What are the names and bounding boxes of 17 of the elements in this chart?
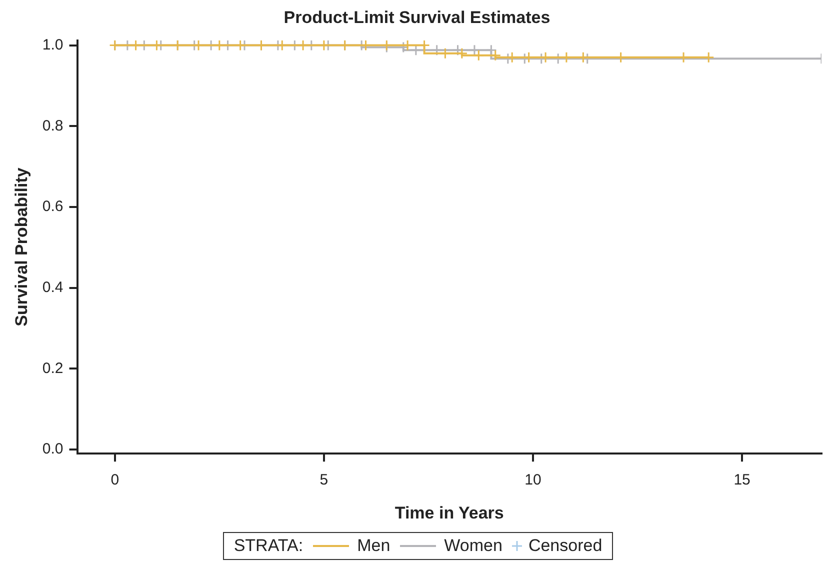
text: Censored xyxy=(528,536,602,556)
y-tick-label: 0.2 xyxy=(42,360,64,377)
y-tick-label: 1.0 xyxy=(42,36,64,54)
x-tick-label: 10 xyxy=(524,472,542,489)
x-axis-title: Time in Years xyxy=(394,503,504,522)
legend-label: Women xyxy=(444,536,502,556)
y-axis-title: Survival Probability xyxy=(12,167,31,326)
y-tick-label: 0.4 xyxy=(42,278,64,296)
legend-title: STRATA: xyxy=(234,536,304,556)
y-tick-label: 0.6 xyxy=(42,198,64,216)
y-tick-label: 0.8 xyxy=(42,117,64,134)
x-tick-label: 5 xyxy=(320,472,328,489)
x-tick-label: 0 xyxy=(110,472,120,489)
y-tick-label: 0.0 xyxy=(42,440,64,458)
x-tick-label: 15 xyxy=(734,472,750,489)
legend-label: Men xyxy=(357,536,390,556)
chart-title: Product-Limit Survival Estimates xyxy=(284,8,550,27)
